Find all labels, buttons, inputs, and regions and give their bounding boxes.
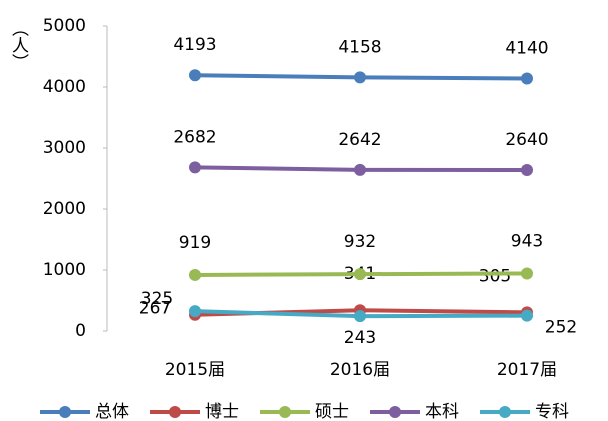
data-label: 252	[545, 318, 577, 338]
data-label: 267	[139, 299, 171, 319]
data-label: 4193	[173, 35, 216, 55]
data-label: 919	[179, 233, 211, 253]
point	[189, 305, 201, 318]
data-label: 932	[344, 232, 376, 252]
data-label: 943	[511, 231, 543, 251]
point	[521, 267, 533, 280]
point	[189, 161, 201, 174]
point	[354, 268, 366, 281]
y-axis-label: （人）	[8, 20, 29, 71]
legend-marker	[59, 406, 71, 418]
point	[521, 163, 533, 176]
legend-marker	[169, 406, 181, 418]
y-tick-label: 1000	[43, 260, 86, 280]
data-label: 4140	[505, 38, 548, 58]
y-tick-label: 2000	[43, 199, 86, 219]
legend-marker	[389, 406, 401, 418]
legend-marker	[279, 406, 291, 418]
data-label: 2682	[173, 127, 216, 147]
y-tick-label: 4000	[43, 77, 86, 97]
legend-label: 博士	[205, 402, 239, 421]
data-label: 4158	[338, 37, 381, 57]
data-label: 325	[141, 289, 173, 309]
legend-label: 硕士	[315, 402, 349, 421]
legend-label: 总体	[95, 402, 129, 421]
data-label: 2640	[505, 130, 548, 150]
point	[521, 72, 533, 85]
x-tick-label: 2015届	[165, 360, 225, 380]
data-label: 2642	[338, 130, 381, 150]
point	[189, 268, 201, 281]
point	[354, 71, 366, 84]
data-label: 305	[479, 266, 511, 286]
point	[521, 309, 533, 322]
x-tick-label: 2017届	[497, 360, 557, 380]
point	[354, 310, 366, 323]
legend-marker	[499, 406, 511, 418]
y-tick-label: 5000	[43, 16, 86, 36]
x-tick-label: 2016届	[330, 360, 390, 380]
point	[189, 69, 201, 82]
point	[354, 163, 366, 176]
y-tick-label: 0	[75, 321, 86, 341]
data-label: 243	[344, 328, 376, 348]
y-tick-label: 3000	[43, 138, 86, 158]
legend-label: 专科	[535, 402, 569, 421]
legend-label: 本科	[425, 402, 459, 421]
